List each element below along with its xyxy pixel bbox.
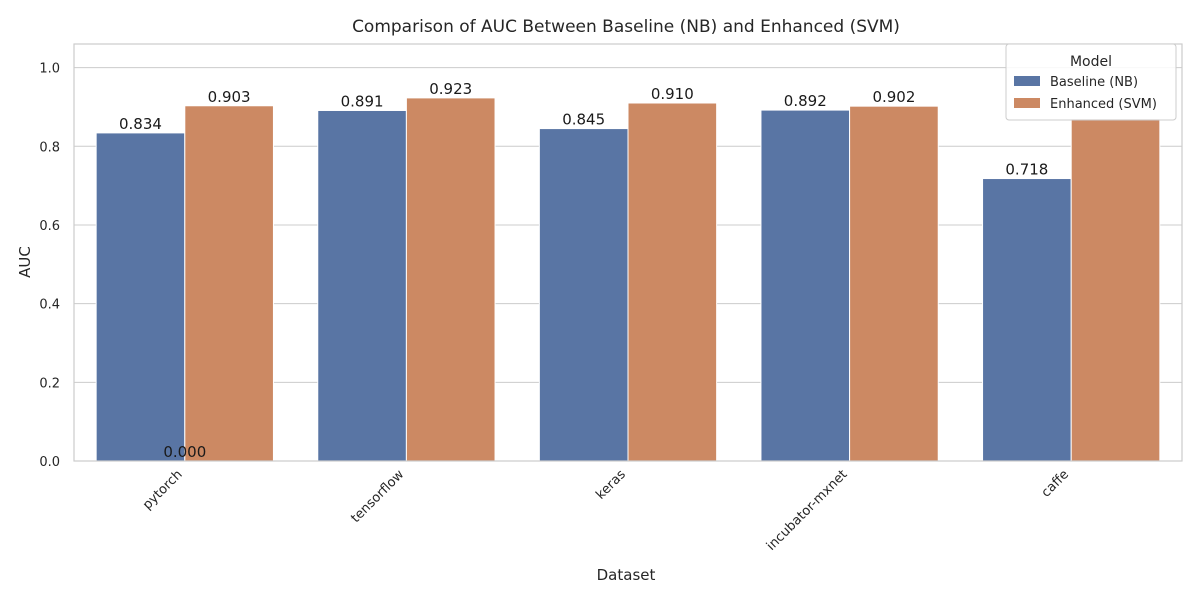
data-label: 0.902 — [872, 88, 915, 106]
bars — [95, 97, 1161, 462]
data-label: 0.834 — [119, 115, 162, 133]
bar-caffe-baseline — [982, 178, 1072, 462]
x-tick-label-pytorch: pytorch — [140, 467, 186, 513]
x-tick-label-keras: keras — [593, 467, 629, 503]
data-label: 0.910 — [651, 85, 694, 103]
data-label: 0.891 — [341, 92, 384, 110]
bar-keras-enhanced — [627, 102, 718, 462]
data-labels: 0.834 0.903 0.891 0.923 0.845 0.910 0.892 0.902… — [119, 80, 1048, 461]
y-tick-label: 0.0 — [39, 455, 60, 470]
y-tick-label: 1.0 — [39, 62, 60, 77]
x-tick-label-caffe: caffe — [1039, 467, 1072, 500]
bar-incubator-mxnet-enhanced — [849, 105, 939, 462]
legend-label-baseline: Baseline (NB) — [1050, 75, 1138, 90]
data-label: 0.903 — [208, 88, 251, 106]
x-tick-label-tensorflow: tensorflow — [348, 467, 407, 526]
y-tick-label: 0.4 — [39, 298, 60, 313]
plot-frame — [73, 43, 1183, 462]
x-axis-title: Dataset — [597, 566, 656, 584]
legend-swatch-enhanced — [1014, 98, 1040, 108]
bar-caffe-enhanced — [1070, 118, 1161, 462]
data-label: 0.923 — [429, 80, 472, 98]
legend: Model Baseline (NB) Enhanced (SVM) — [1005, 43, 1177, 121]
legend-swatch-baseline — [1014, 76, 1040, 86]
bar-tensorflow-baseline — [317, 109, 407, 462]
plot-border — [73, 43, 1183, 462]
data-label: 0.845 — [562, 111, 605, 129]
legend-title: Model — [1070, 54, 1112, 70]
legend-label-enhanced: Enhanced (SVM) — [1050, 97, 1157, 112]
y-tick-label: 0.8 — [39, 140, 60, 155]
bar-incubator-mxnet-baseline — [760, 109, 851, 462]
bar-keras-baseline — [538, 128, 629, 462]
y-tick-label: 0.6 — [39, 219, 60, 234]
data-label-zero: 0.000 — [163, 443, 206, 461]
bar-pytorch-baseline — [95, 132, 186, 462]
x-tick-label-incubator-mxnet: incubator-mxnet — [764, 467, 851, 554]
data-label: 0.892 — [784, 92, 827, 110]
data-label: 0.718 — [1005, 161, 1048, 179]
legend-box — [1005, 43, 1177, 121]
y-tick-label: 0.2 — [39, 376, 60, 391]
bar-tensorflow-enhanced — [405, 97, 496, 462]
chart-title: Comparison of AUC Between Baseline (NB) … — [352, 17, 900, 37]
bar-pytorch-enhanced — [184, 105, 274, 462]
y-axis-title: AUC — [16, 246, 34, 278]
